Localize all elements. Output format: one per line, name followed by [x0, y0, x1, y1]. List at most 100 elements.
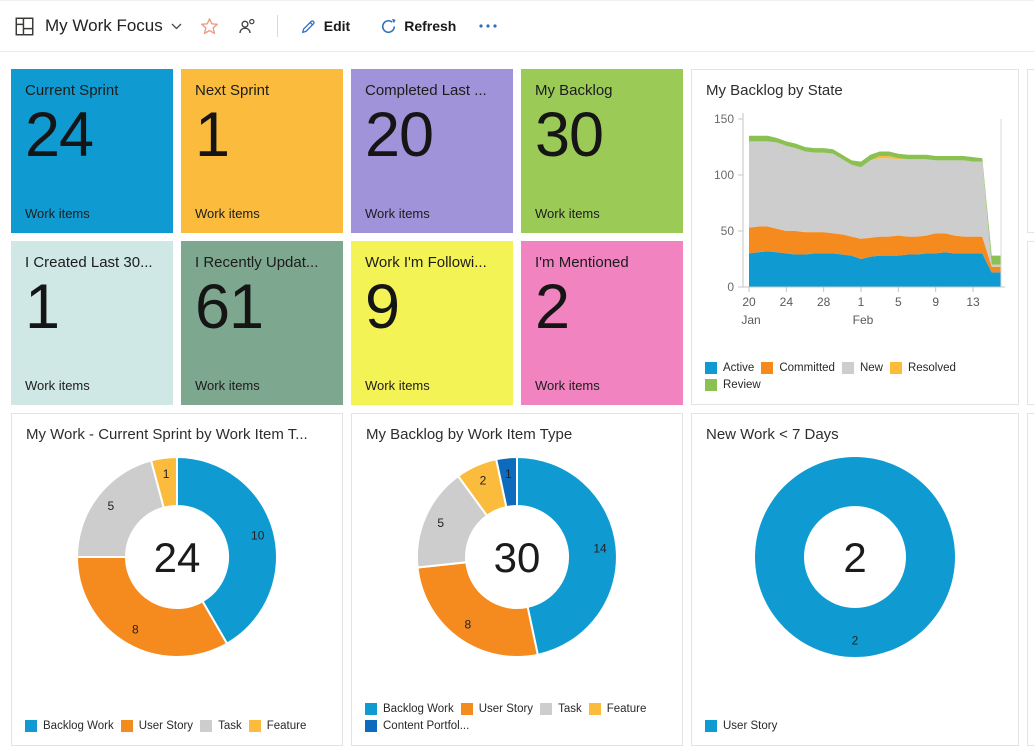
partial-tile [1027, 241, 1034, 405]
svg-text:5: 5 [895, 295, 902, 309]
legend-label: Backlog Work [383, 703, 454, 715]
refresh-icon [380, 18, 397, 35]
page-title: My Work Focus [45, 16, 163, 35]
legend-item: User Story [120, 720, 194, 732]
legend-label: Active [723, 362, 755, 374]
legend-swatch [200, 720, 213, 732]
legend-swatch [889, 362, 902, 374]
kpi-caption: Work items [195, 206, 260, 221]
kpi-tile-completed-last[interactable]: Completed Last ... 20 Work items [351, 69, 513, 233]
svg-text:Feb: Feb [853, 313, 874, 327]
kpi-tile-i-created[interactable]: I Created Last 30... 1 Work items [11, 241, 173, 405]
svg-text:24: 24 [154, 534, 201, 581]
legend-label: Committed [779, 362, 835, 374]
donut-tile-current-sprint-by-type[interactable]: My Work - Current Sprint by Work Item T.… [11, 413, 343, 746]
legend-label: Content Portfol... [383, 720, 470, 732]
dashboard-grid-icon [15, 17, 34, 36]
edit-pencil-icon [300, 18, 317, 35]
area-chart-tile-backlog-by-state[interactable]: My Backlog by State 0 50 100 150 20 Jan 24 28 1 F… [691, 69, 1019, 405]
kpi-title: Work I'm Followi... [365, 254, 487, 271]
kpi-value: 9 [365, 272, 400, 342]
legend-item: Task [200, 720, 242, 732]
donut-chart: 14 8 5 2 1 30 [352, 443, 682, 665]
legend-item: Committed [761, 362, 835, 374]
legend-label: User Story [138, 720, 194, 732]
team-members-icon[interactable] [233, 13, 261, 39]
dashboard-switcher-chevron-icon[interactable] [171, 23, 182, 30]
donut-chart: 10 8 5 1 24 [12, 443, 342, 665]
legend-item: Content Portfol... [365, 720, 469, 732]
chart-legend: Backlog Work User Story Task Feature Content… [352, 703, 682, 745]
kpi-title: I Recently Updat... [195, 254, 319, 271]
legend-item: Resolved [889, 362, 956, 374]
svg-text:10: 10 [251, 528, 265, 542]
kpi-title: I'm Mentioned [535, 254, 629, 271]
legend-label: Feature [266, 720, 307, 732]
svg-text:24: 24 [780, 295, 794, 309]
kpi-title: Completed Last ... [365, 82, 487, 99]
legend-swatch [460, 703, 473, 715]
tile-title: My Backlog by State [706, 82, 843, 99]
edit-button[interactable]: Edit [292, 13, 358, 40]
kpi-tile-current-sprint[interactable]: Current Sprint 24 Work items [11, 69, 173, 233]
svg-text:8: 8 [465, 618, 472, 632]
kpi-caption: Work items [535, 378, 600, 393]
legend-item: Backlog Work [25, 720, 114, 732]
kpi-title: My Backlog [535, 82, 613, 99]
partial-tile [1027, 69, 1034, 233]
tile-title: New Work < 7 Days [706, 426, 839, 443]
legend-swatch [248, 720, 261, 732]
kpi-tile-recently-updated[interactable]: I Recently Updat... 61 Work items [181, 241, 343, 405]
kpi-caption: Work items [25, 378, 90, 393]
legend-swatch [705, 720, 717, 732]
kpi-title: Next Sprint [195, 82, 270, 99]
svg-text:2: 2 [480, 474, 487, 488]
tile-title: My Work - Current Sprint by Work Item T.… [26, 426, 308, 443]
svg-text:2: 2 [852, 634, 859, 648]
dashboard-header: My Work Focus Edit Refres [0, 0, 1034, 52]
legend-swatch [365, 720, 377, 732]
svg-text:20: 20 [742, 295, 756, 309]
kpi-tile-my-backlog[interactable]: My Backlog 30 Work items [521, 69, 683, 233]
svg-text:2: 2 [843, 534, 866, 581]
kpi-caption: Work items [535, 206, 600, 221]
kpi-tile-im-mentioned[interactable]: I'm Mentioned 2 Work items [521, 241, 683, 405]
refresh-button-label: Refresh [404, 18, 457, 34]
donut-tile-backlog-by-type[interactable]: My Backlog by Work Item Type 14 8 5 2 1 30 Ba… [351, 413, 683, 746]
partial-tile [1027, 413, 1034, 746]
legend-label: Task [218, 720, 242, 732]
svg-text:150: 150 [714, 112, 734, 126]
legend-item: User Story [460, 703, 534, 715]
legend-item: Task [540, 703, 582, 715]
kpi-value: 1 [195, 100, 230, 170]
kpi-value: 24 [25, 100, 94, 170]
legend-item: Feature [588, 703, 646, 715]
edit-button-label: Edit [323, 18, 351, 34]
favorite-star-icon[interactable] [196, 13, 223, 40]
svg-text:14: 14 [593, 541, 607, 555]
kpi-caption: Work items [365, 206, 430, 221]
svg-text:30: 30 [494, 534, 541, 581]
kpi-value: 30 [535, 100, 604, 170]
legend-item: Active [705, 362, 754, 374]
legend-item: Review [705, 379, 761, 391]
legend-item: User Story [705, 720, 777, 732]
legend-label: User Story [478, 703, 534, 715]
kpi-tile-work-following[interactable]: Work I'm Followi... 9 Work items [351, 241, 513, 405]
kpi-title: I Created Last 30... [25, 254, 153, 271]
dashboard-grid: Current Sprint 24 Work items Next Sprint… [11, 69, 1034, 746]
svg-text:50: 50 [721, 224, 735, 238]
legend-item: Feature [248, 720, 307, 732]
refresh-button[interactable]: Refresh [372, 13, 464, 40]
legend-swatch [120, 720, 133, 732]
svg-text:Jan: Jan [741, 313, 760, 327]
more-actions-icon[interactable] [474, 19, 502, 33]
svg-text:5: 5 [437, 516, 444, 530]
legend-swatch [588, 703, 601, 715]
kpi-tile-next-sprint[interactable]: Next Sprint 1 Work items [181, 69, 343, 233]
kpi-title: Current Sprint [25, 82, 119, 99]
legend-item: New [841, 362, 883, 374]
legend-label: Review [723, 379, 761, 391]
